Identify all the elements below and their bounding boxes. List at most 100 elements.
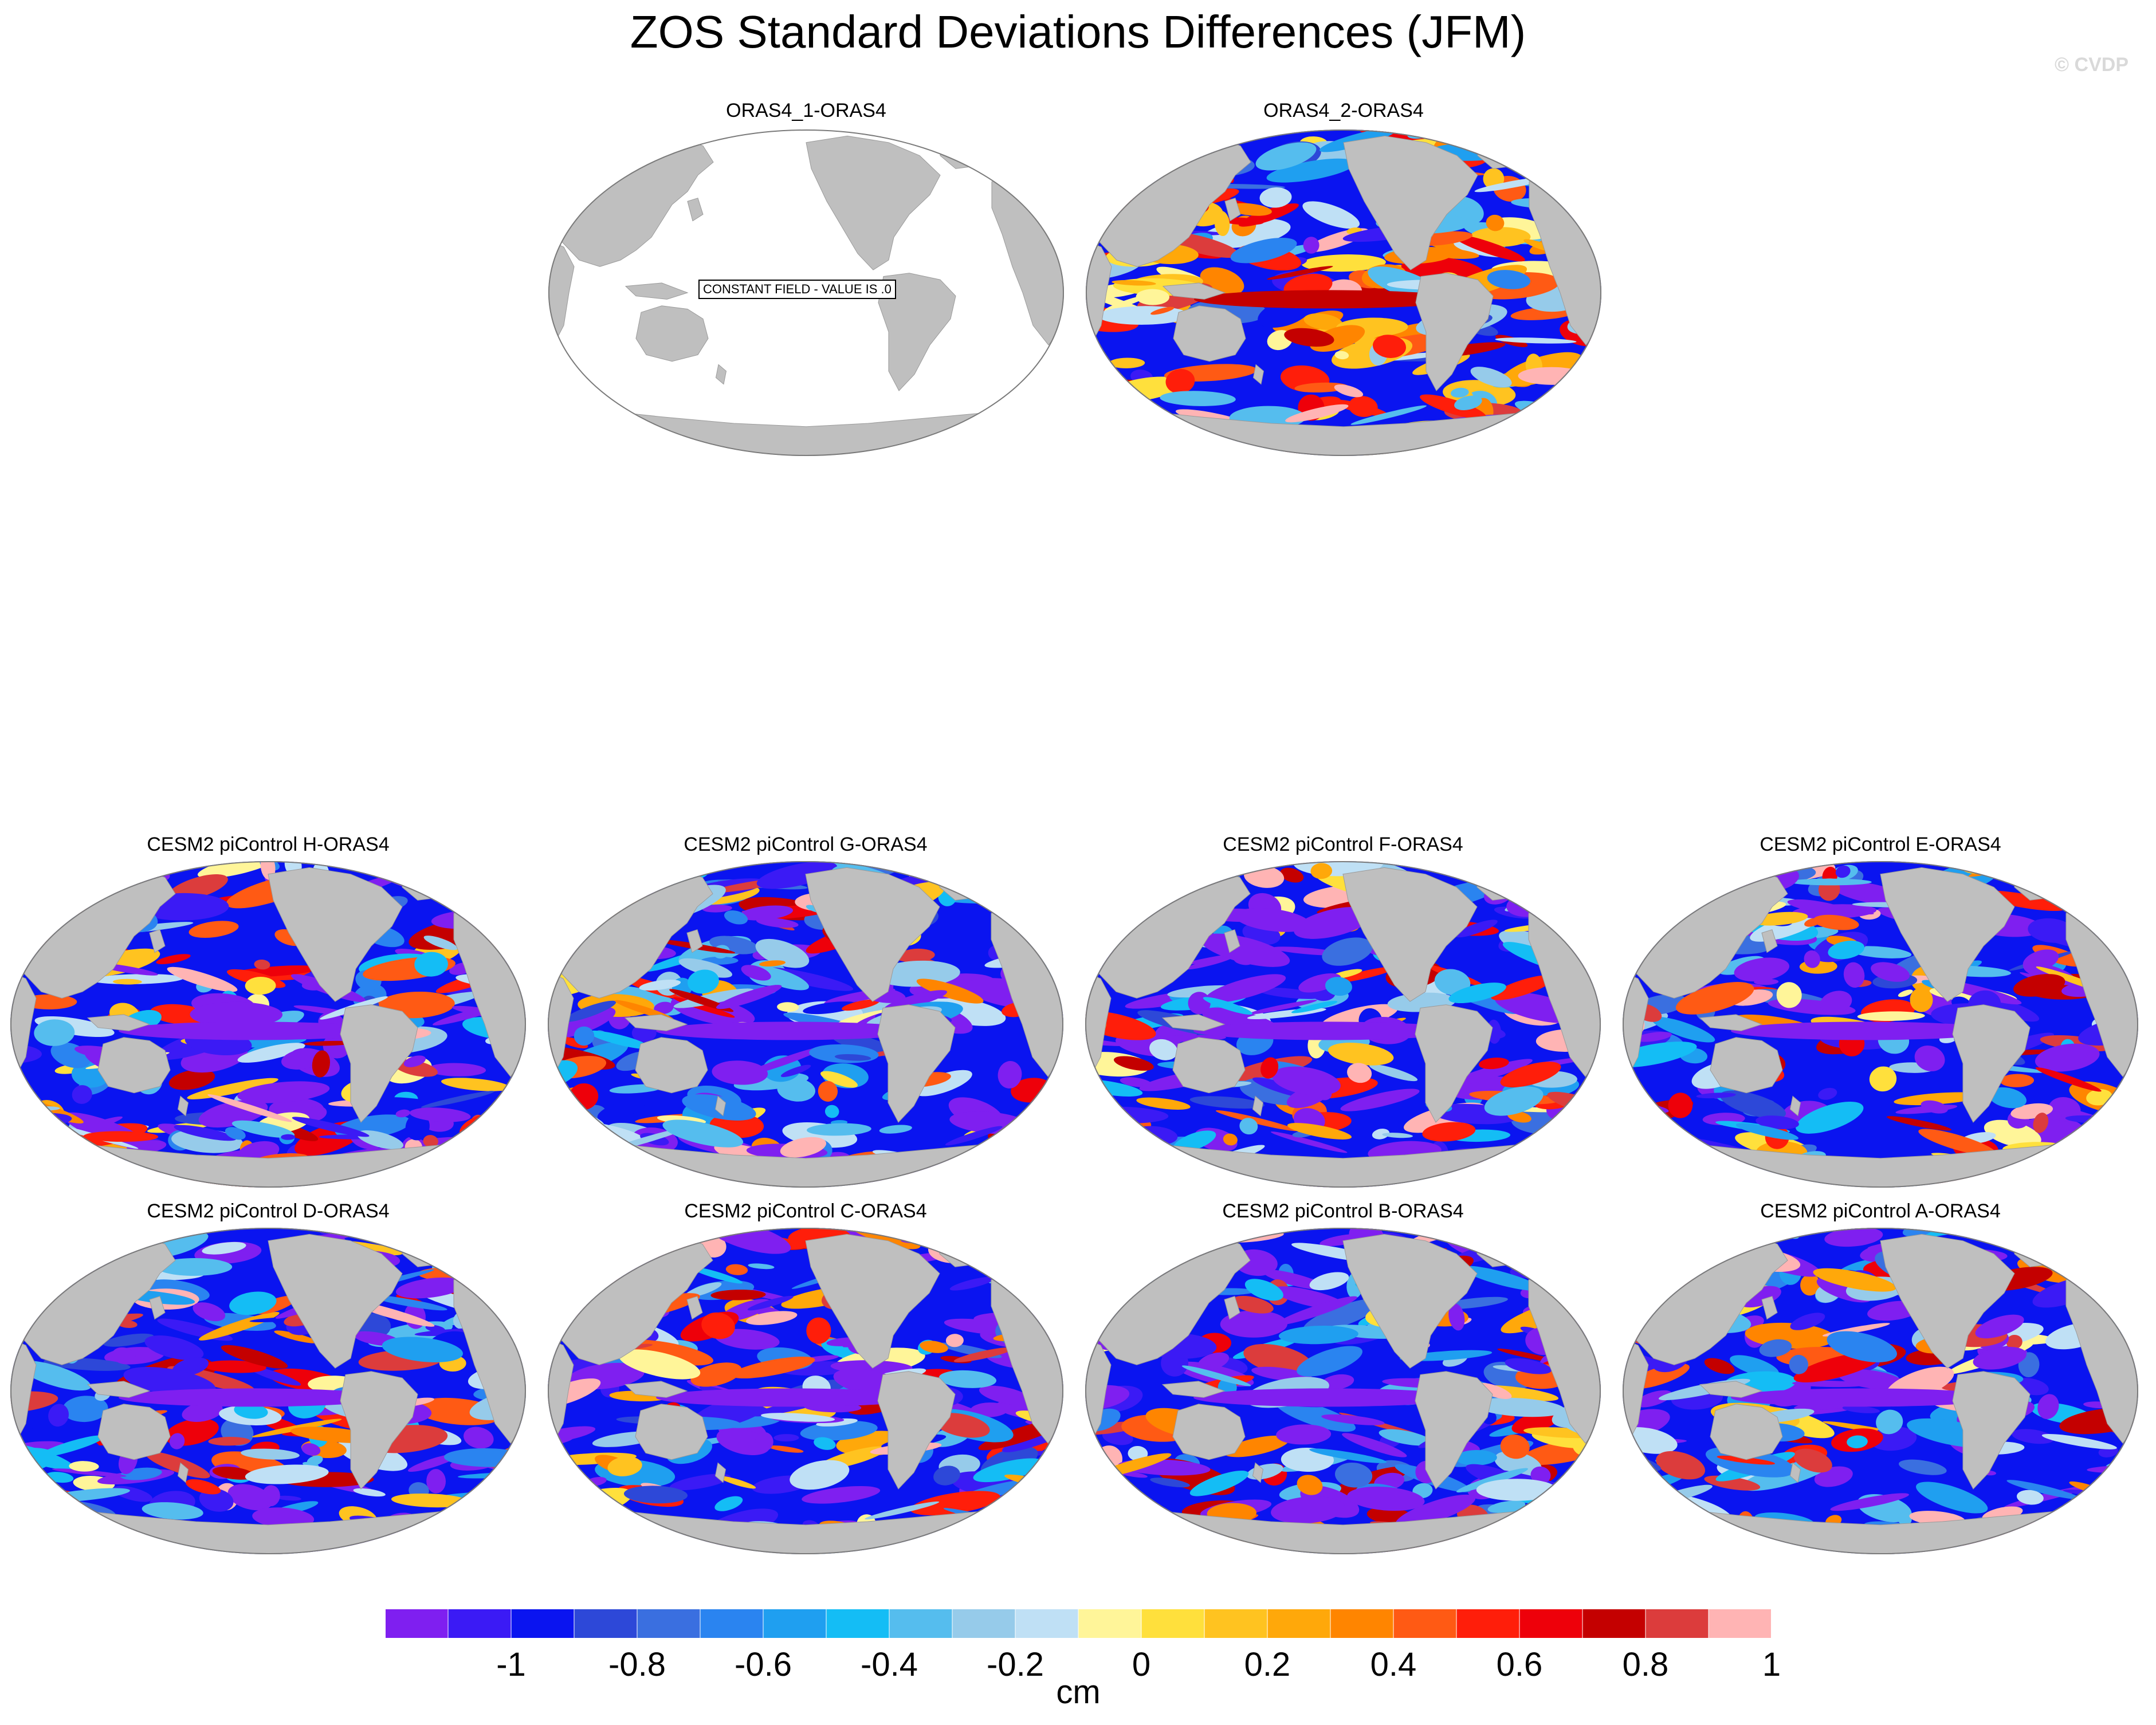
field-anomaly [548, 1507, 616, 1536]
field-anomaly [1789, 878, 1872, 886]
field-anomaly [452, 1246, 526, 1274]
field-anomaly [1869, 1427, 1917, 1451]
field-anomaly [949, 1276, 995, 1291]
field-anomaly [1379, 1429, 1432, 1446]
field-anomaly [1100, 1176, 1149, 1188]
field-anomaly [460, 1233, 494, 1260]
field-anomaly [701, 1312, 735, 1339]
field-anomaly [953, 1347, 1014, 1362]
colorbar-tick-label: 0 [1132, 1646, 1151, 1683]
colorbar-tick-label: 0.2 [1244, 1646, 1291, 1683]
field-anomaly [1257, 987, 1324, 999]
field-anomaly [1494, 1160, 1553, 1188]
field-anomaly [1585, 1328, 1601, 1338]
field-anomaly [70, 1172, 103, 1188]
colorbar-swatch [510, 1608, 575, 1639]
landmass [177, 1095, 189, 1117]
field-anomaly [1165, 369, 1195, 394]
field-anomaly [431, 1514, 516, 1546]
landmass [625, 282, 689, 300]
field-anomaly [1298, 973, 1341, 993]
field-anomaly [1540, 1492, 1594, 1515]
field-anomaly [1536, 1129, 1573, 1152]
field-anomaly [1448, 1303, 1465, 1331]
field-anomaly [145, 1451, 210, 1479]
field-anomaly [1086, 129, 1133, 148]
field-anomaly [1303, 237, 1319, 254]
field-anomaly [777, 1078, 815, 1102]
field-anomaly [1117, 1118, 1132, 1133]
field-anomaly [483, 1276, 521, 1296]
field-anomaly [957, 1154, 1023, 1178]
field-anomaly [1085, 1235, 1153, 1262]
field-anomaly [281, 1134, 296, 1140]
landmass [624, 1381, 688, 1398]
field-anomaly [806, 1317, 831, 1344]
field-anomaly [777, 1002, 799, 1012]
field-anomaly [1203, 997, 1252, 1015]
field-anomaly [221, 1345, 288, 1369]
field-anomaly [202, 1241, 246, 1255]
colorbar-swatch [1582, 1608, 1646, 1639]
field-anomaly [472, 1535, 488, 1553]
field-anomaly [2107, 1287, 2133, 1307]
landmass [1761, 929, 1778, 953]
field-anomaly [625, 1231, 648, 1253]
field-anomaly [688, 969, 719, 994]
field-anomaly [2037, 1228, 2055, 1250]
field-anomaly [1086, 143, 1148, 166]
field-anomaly [712, 1060, 768, 1085]
field-anomaly [1916, 1482, 1988, 1514]
field-anomaly [427, 1520, 474, 1547]
field-anomaly [834, 1054, 871, 1061]
field-anomaly [1462, 1266, 1541, 1291]
colorbar-swatch [1078, 1608, 1142, 1639]
field-anomaly [1664, 1228, 1733, 1238]
colorbar-tick-label: -0.8 [608, 1646, 666, 1683]
landmass [805, 1233, 940, 1369]
field-anomaly [52, 1468, 127, 1477]
field-anomaly [1720, 1090, 1786, 1119]
field-anomaly [1434, 861, 1460, 869]
field-anomaly [1775, 1229, 1799, 1239]
field-anomaly [2018, 1230, 2077, 1250]
map-outline [1623, 861, 2138, 1188]
field-anomaly [69, 1157, 123, 1166]
field-anomaly [1535, 879, 1586, 902]
field-anomaly [405, 1113, 430, 1141]
field-anomaly [1109, 357, 1145, 368]
field-anomaly [714, 1496, 743, 1511]
field-anomaly [755, 1432, 773, 1451]
field-anomaly [2123, 1313, 2138, 1331]
field-anomaly [1848, 946, 1912, 958]
field-anomaly [879, 1125, 912, 1134]
colorbar-swatch [1393, 1608, 1457, 1639]
field-anomaly [1372, 335, 1407, 358]
field-anomaly [1220, 1310, 1288, 1338]
field-anomaly [1627, 1228, 1689, 1251]
field-anomaly [607, 1456, 642, 1476]
field-anomaly [1094, 1481, 1130, 1493]
field-anomaly [17, 1361, 91, 1391]
field-anomaly [756, 861, 838, 889]
landmass [87, 1014, 151, 1031]
field-anomaly [1822, 905, 1874, 915]
field-anomaly [710, 1290, 766, 1300]
field-anomaly [1662, 1156, 1720, 1186]
landmass [1880, 1233, 2015, 1369]
field-anomaly [167, 966, 238, 992]
field-anomaly [1668, 1093, 1693, 1118]
field-anomaly [34, 1019, 75, 1046]
field-anomaly [802, 1486, 881, 1504]
field-anomaly [818, 1080, 838, 1102]
field-anomaly [1835, 865, 1851, 878]
field-anomaly [1348, 396, 1378, 417]
field-anomaly [1310, 863, 1333, 879]
field-anomaly [457, 1132, 495, 1146]
field-anomaly [724, 910, 748, 925]
panel-title-p6: CESM2 piControl D-ORAS4 [147, 1200, 390, 1222]
field-anomaly [747, 1295, 794, 1311]
field-anomaly [768, 1445, 804, 1453]
landmass [149, 929, 166, 953]
field-anomaly [2028, 918, 2075, 943]
